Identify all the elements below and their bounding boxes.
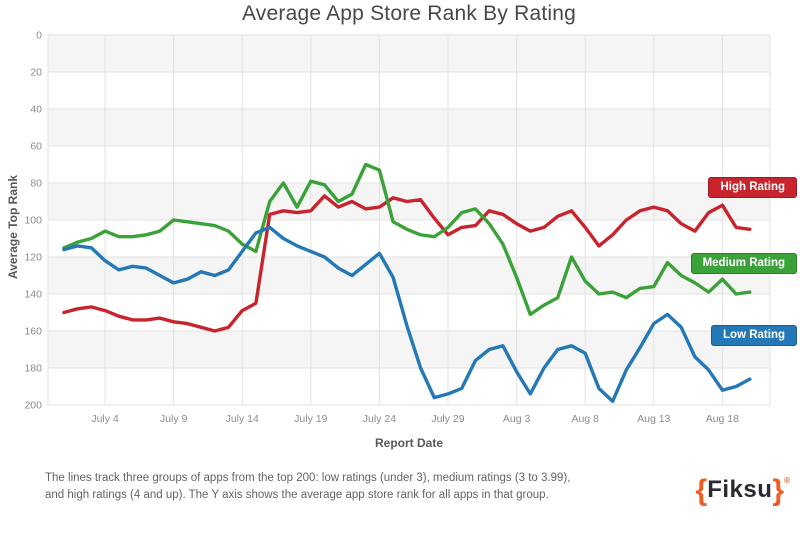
plot-band [48,35,770,72]
y-tick-label: 140 [24,289,42,301]
logo-open-brace: { [695,474,708,507]
x-tick-label: July 9 [160,413,188,425]
medium-rating-line [62,162,752,317]
x-tick-label: Aug 3 [503,413,531,425]
y-tick-label: 60 [30,141,42,153]
chart-caption: The lines track three groups of apps fro… [45,470,570,504]
x-tick-label: July 14 [226,413,259,425]
y-tick-label: 80 [30,178,42,190]
caption-line-1: The lines track three groups of apps fro… [45,472,571,484]
low-rating-line [62,225,752,403]
x-tick-label: July 24 [363,413,396,425]
x-tick-label: July 19 [294,413,327,425]
high-rating-line [62,194,752,333]
x-tick-label: July 29 [431,413,464,425]
x-axis-title: Report Date [374,436,443,450]
logo-registered-mark: ® [784,476,790,485]
y-tick-label: 200 [24,400,42,412]
legend-low-rating: Low Rating [711,325,797,346]
y-tick-label: 20 [30,67,42,79]
caption-line-2: and high ratings (4 and up). The Y axis … [45,489,549,501]
y-tick-label: 40 [30,104,42,116]
y-tick-label: 120 [24,252,42,264]
y-tick-label: 100 [24,215,42,227]
y-axis-title: Average Top Rank [6,174,20,280]
plot-band [48,109,770,146]
y-tick-label: 160 [24,326,42,338]
y-tick-label: 0 [36,30,42,42]
x-tick-label: Aug 18 [706,413,739,425]
chart-title: Average App Store Rank By Rating [241,2,577,25]
logo-close-brace: } [772,474,785,507]
rank-line-chart: 0 20 40 60 80 100 120 140 160 180 200 July 4 July 9 J… [24,30,771,425]
legend-high-rating: High Rating [708,177,797,198]
x-tick-label: July 4 [91,413,119,425]
x-tick-label: Aug 13 [637,413,670,425]
y-tick-label: 180 [24,363,42,375]
fiksu-logo: {Fiksu}® [696,474,790,508]
x-tick-label: Aug 8 [571,413,599,425]
legend-medium-rating: Medium Rating [690,253,797,274]
logo-brand-text: Fiksu [707,476,773,503]
